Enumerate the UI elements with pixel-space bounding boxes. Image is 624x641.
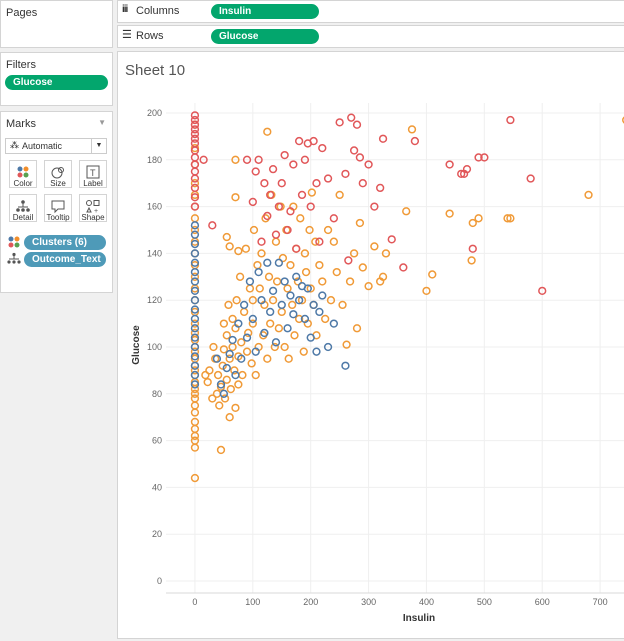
pages-title: Pages	[6, 7, 38, 19]
rows-shelf: ☰ Rows Glucose	[117, 25, 624, 48]
shape-button[interactable]: +	[79, 194, 107, 222]
sheet-area: Sheet 10	[117, 51, 624, 639]
rows-pill-glucose[interactable]: Glucose	[211, 29, 319, 44]
detail-icon	[7, 252, 21, 264]
svg-text:+: +	[94, 208, 98, 214]
filters-panel: Filters Glucose	[0, 52, 113, 106]
mark-type-icon: ⁂	[10, 140, 19, 150]
color-label: Color	[13, 179, 33, 188]
marks-menu-icon[interactable]: ▼	[98, 118, 106, 127]
shape-label: Shape	[81, 213, 105, 222]
columns-shelf: iii Columns Insulin	[117, 0, 624, 23]
columns-icon: iii	[122, 4, 128, 15]
color-icon	[17, 166, 29, 178]
label-icon: T	[86, 165, 100, 179]
marks-panel: Marks ▼ ⁂ Automatic ▼ Color Size T Label…	[0, 111, 113, 293]
color-icon	[8, 236, 20, 248]
mark-type-dropdown[interactable]: ⁂ Automatic ▼	[5, 138, 107, 154]
label-label: Label	[83, 179, 103, 188]
detail-button[interactable]	[9, 194, 37, 222]
filter-pill-glucose[interactable]: Glucose	[5, 75, 108, 90]
detail-label: Detail	[12, 213, 34, 222]
marks-title: Marks	[6, 118, 36, 130]
tooltip-label: Tooltip	[46, 213, 70, 222]
rows-icon: ☰	[122, 29, 132, 41]
label-button[interactable]: T	[79, 160, 107, 188]
columns-label: Columns	[136, 5, 180, 17]
tooltip-icon	[51, 200, 65, 214]
pages-panel: Pages	[0, 0, 113, 48]
tooltip-button[interactable]	[44, 194, 72, 222]
filters-title: Filters	[6, 59, 36, 71]
size-label: Size	[50, 179, 66, 188]
clusters-pill[interactable]: Clusters (6)	[24, 235, 106, 250]
svg-text:T: T	[90, 168, 96, 178]
mark-type-label: Automatic	[22, 141, 63, 151]
sheet-title: Sheet 10	[125, 62, 186, 79]
rows-label: Rows	[136, 30, 164, 42]
size-button[interactable]	[44, 160, 72, 188]
columns-pill-insulin[interactable]: Insulin	[211, 4, 319, 19]
shape-icon: +	[86, 200, 100, 214]
chevron-down-icon: ▼	[91, 139, 106, 153]
outcome-text-pill[interactable]: Outcome_Text	[24, 252, 106, 267]
detail-icon	[16, 200, 30, 212]
size-icon	[51, 167, 64, 179]
color-button[interactable]	[9, 160, 37, 188]
